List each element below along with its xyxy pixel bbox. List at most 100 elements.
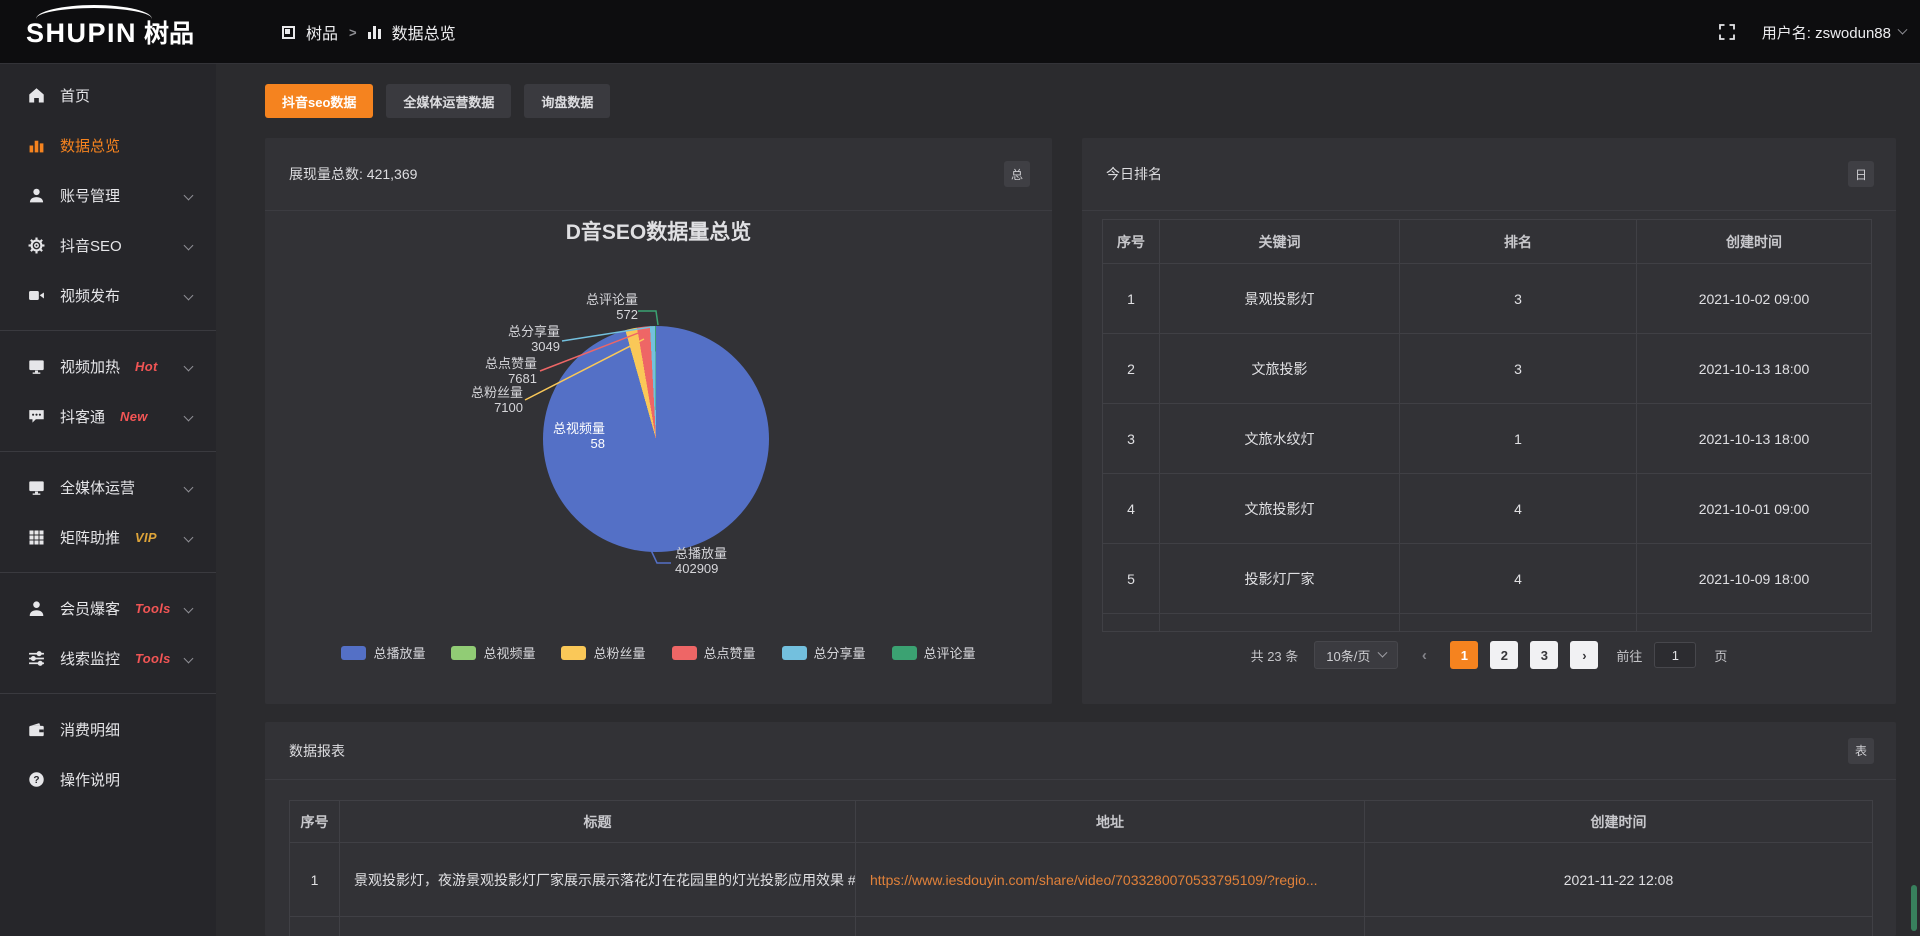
gear-icon [28, 237, 45, 254]
pie-slice-label: 总评论量 572 [586, 292, 638, 322]
sidebar-item-gear[interactable]: 抖音SEO [0, 220, 216, 270]
legend-item[interactable]: 总播放量 [341, 643, 425, 662]
legend-label: 总视频量 [483, 646, 536, 661]
pie-label-name: 总视频量 [552, 421, 605, 436]
legend-item[interactable]: 总视频量 [451, 643, 535, 662]
column-header: 创建时间 [1636, 219, 1872, 264]
legend-item[interactable]: 总点赞量 [671, 643, 756, 662]
pie-label-name: 总粉丝量 [470, 385, 523, 400]
table-row-partial [1102, 613, 1872, 632]
app-logo: SHUPIN 树品 [26, 5, 195, 50]
sidebar-item-chat[interactable]: 抖客通 New [0, 391, 216, 441]
sidebar-item-badge: VIP [135, 529, 157, 545]
pie-label-value: 58 [590, 436, 605, 451]
tab-0[interactable]: 抖音seo数据 [265, 84, 374, 118]
rank-cell: 3 [1399, 333, 1637, 404]
chevron-down-icon [1377, 647, 1388, 658]
pie-label-name: 总点赞量 [484, 356, 537, 371]
legend-item[interactable]: 总分享量 [781, 643, 866, 662]
breadcrumb-root-icon [282, 25, 295, 39]
table-row: 5 投影灯厂家 4 2021-10-09 18:00 [1102, 543, 1872, 614]
goto-page-input[interactable] [1654, 642, 1697, 668]
sidebar-item-video[interactable]: 视频发布 [0, 270, 216, 320]
table-header-row: 序号 标题 地址 创建时间 [289, 800, 1873, 843]
sidebar-item-label: 数据总览 [60, 137, 121, 155]
pie-chart-title: D音SEO数据量总览 [565, 221, 752, 244]
sidebar-item-label: 消费明细 [60, 721, 121, 739]
page-size-select[interactable]: 10条/页 [1314, 641, 1399, 669]
svg-text:?: ? [33, 774, 39, 785]
page-button-3[interactable]: 3 [1530, 641, 1559, 669]
fullscreen-icon[interactable] [1718, 23, 1736, 41]
ranking-panel: 今日排名 日 序号 关键词 排名 创建时间 1 景观投影灯 3 2021-10-02 09:0… [1082, 138, 1896, 704]
legend-label: 总点赞量 [703, 646, 756, 661]
sidebar-nav: 首页 数据总览 账号管理 抖音SEO 视频发布 视频加热 Hot 抖客通 New 全媒体运营 矩阵助… [0, 64, 216, 936]
report-title-cell: 景观投影灯，夜游景观投影灯厂家展示展示落花灯在花园里的灯光投影应用效果 # [339, 842, 856, 917]
sidebar-item-grid[interactable]: 矩阵助推 VIP [0, 512, 216, 562]
column-header: 创建时间 [1364, 800, 1873, 843]
sidebar-item-label: 首页 [60, 87, 91, 105]
table-cell [339, 916, 856, 936]
rank-index-cell: 3 [1102, 403, 1160, 474]
legend-item[interactable]: 总粉丝量 [561, 643, 646, 662]
data-table: 序号 关键词 排名 创建时间 1 景观投影灯 3 2021-10-02 09:00 2 文旅投影 3… [1102, 219, 1872, 632]
page-button-2[interactable]: 2 [1490, 641, 1519, 669]
created-time-cell: 2021-10-09 18:00 [1636, 543, 1872, 614]
scrollbar-thumb[interactable] [1911, 885, 1917, 931]
daily-view-badge[interactable]: 日 [1848, 161, 1874, 187]
next-page-button[interactable]: › [1570, 641, 1599, 669]
home-icon [28, 87, 45, 104]
prev-page-button[interactable]: ‹ [1410, 641, 1438, 669]
ranking-panel-header: 今日排名 日 [1082, 138, 1896, 210]
rank-cell: 3 [1399, 263, 1637, 334]
legend-swatch [341, 645, 367, 660]
sidebar-item-home[interactable]: 首页 [0, 70, 216, 120]
chevron-down-icon [1897, 24, 1908, 35]
table-view-badge[interactable]: 表 [1848, 737, 1874, 764]
legend-item[interactable]: 总评论量 [891, 643, 976, 662]
sidebar-item-badge: Tools [135, 600, 171, 616]
column-header: 地址 [855, 800, 1365, 843]
pie-label-name: 总评论量 [585, 292, 638, 307]
breadcrumb-current[interactable]: 数据总览 [391, 26, 456, 43]
keyword-cell: 投影灯厂家 [1159, 543, 1400, 614]
logo-text-en: SHUPIN [26, 18, 138, 48]
sidebar-item-help[interactable]: ? 操作说明 [0, 754, 216, 804]
logo-text-cn: 树品 [144, 20, 195, 48]
wallet-icon [28, 721, 45, 738]
breadcrumb-root[interactable]: 树品 [306, 26, 339, 43]
pie-label-name: 总分享量 [507, 324, 560, 339]
sidebar-item-screen[interactable]: 视频加热 Hot [0, 341, 216, 391]
pagination-total: 共 23 条 [1250, 648, 1299, 664]
sidebar-section-divider [0, 451, 216, 452]
column-header: 排名 [1399, 219, 1637, 264]
sidebar-item-person[interactable]: 会员爆客 Tools [0, 583, 216, 633]
page-button-1[interactable]: 1 [1450, 641, 1479, 669]
keyword-cell: 文旅投影灯 [1159, 473, 1400, 544]
sidebar-item-monitor[interactable]: 全媒体运营 [0, 462, 216, 512]
sidebar-item-wallet[interactable]: 消费明细 [0, 704, 216, 754]
sidebar-item-label: 抖客通 [60, 408, 106, 426]
legend-swatch [781, 645, 807, 660]
pie-label-name: 总播放量 [675, 546, 728, 561]
help-icon: ? [28, 771, 45, 788]
legend-label: 总分享量 [813, 646, 866, 661]
chart-legend: 总播放量 总视频量 总粉丝量 总点赞量 总分享量 总评论量 [265, 643, 1052, 662]
monitor-icon [28, 479, 45, 496]
tab-1[interactable]: 全媒体运营数据 [386, 84, 512, 118]
chevron-down-icon [183, 603, 194, 614]
keyword-cell: 文旅水纹灯 [1159, 403, 1400, 474]
breadcrumb-current-icon [367, 25, 381, 39]
video-link[interactable]: https://www.iesdouyin.com/share/video/70… [855, 842, 1365, 917]
column-header: 标题 [339, 800, 856, 843]
goto-suffix: 页 [1714, 648, 1728, 664]
sidebar-item-user[interactable]: 账号管理 [0, 170, 216, 220]
sidebar-item-bar-chart[interactable]: 数据总览 [0, 120, 216, 170]
user-menu[interactable]: 用户名: zswodun88 [1762, 22, 1908, 43]
sidebar-item-label: 矩阵助推 [60, 529, 121, 547]
tab-2[interactable]: 询盘数据 [524, 84, 611, 118]
pie-slice-label: 总视频量 58 [553, 421, 605, 451]
total-view-badge[interactable]: 总 [1004, 161, 1030, 187]
legend-swatch [891, 645, 917, 660]
sidebar-item-sliders[interactable]: 线索监控 Tools [0, 633, 216, 683]
